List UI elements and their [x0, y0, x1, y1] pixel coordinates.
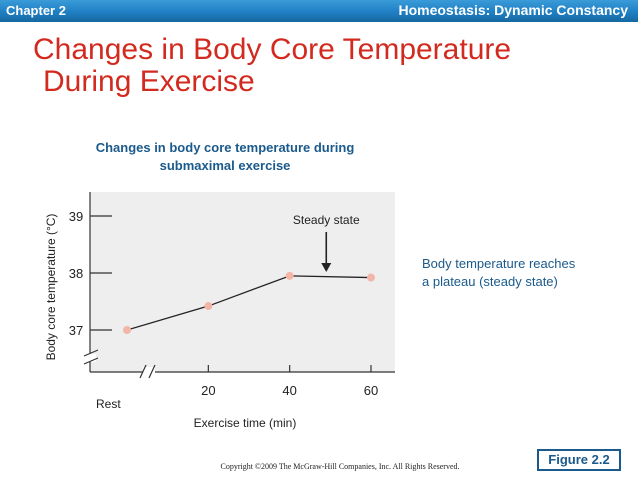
series-lines	[126, 275, 372, 331]
section-label: Homeostasis: Dynamic Constancy	[398, 2, 628, 18]
data-point	[123, 326, 131, 334]
x-break-gap	[143, 367, 155, 377]
data-point	[367, 273, 375, 282]
slide-title: Changes in Body Core Temperature During …	[33, 34, 593, 98]
x-ticks: 20 40 60	[201, 365, 378, 398]
x-tick-label: 60	[364, 383, 378, 398]
x-axis-break	[139, 364, 156, 379]
data-point	[204, 302, 213, 311]
y-axis-label: Body core temperature (°C)	[44, 214, 58, 361]
y-tick-label: 37	[69, 323, 83, 338]
data-point	[285, 271, 294, 280]
plot-background	[90, 192, 395, 372]
header-bar: Chapter 2 Homeostasis: Dynamic Constancy	[0, 0, 638, 22]
copyright-notice: Copyright ©2009 The McGraw-Hill Companie…	[220, 462, 460, 471]
plateau-annotation-line2: a plateau (steady state)	[422, 274, 558, 289]
chart-title: Changes in body core temperature during …	[60, 139, 390, 175]
y-break-slash	[83, 349, 99, 357]
slide-title-line2: During Exercise	[43, 65, 255, 98]
y-axis-break	[83, 349, 99, 365]
x-break-slash	[148, 364, 156, 379]
y-ticks: 37 38 39	[69, 209, 112, 338]
chapter-label: Chapter 2	[6, 3, 66, 18]
chart-title-line1: Changes in body core temperature during	[95, 140, 355, 155]
chart-title-line2: submaximal exercise	[159, 158, 291, 173]
plateau-annotation-line1: Body temperature reaches	[422, 256, 576, 271]
steady-state-label: Steady state	[293, 213, 360, 227]
slide-title-line1: Changes in Body Core Temperature	[33, 33, 512, 66]
y-tick-label: 39	[69, 209, 83, 224]
x-break-slash	[139, 364, 147, 379]
y-break-gap	[84, 354, 96, 362]
x-tick-label: 40	[282, 383, 296, 398]
figure-badge: Figure 2.2	[537, 449, 621, 471]
x-axis-label: Exercise time (min)	[194, 416, 297, 430]
series-line	[126, 275, 372, 331]
steady-state-arrow	[321, 232, 332, 272]
series-points	[123, 271, 375, 334]
x-rest-label: Rest	[96, 397, 121, 411]
y-break-slash	[83, 357, 99, 365]
plateau-annotation: Body temperature reaches a plateau (stea…	[422, 255, 622, 291]
x-tick-label: 20	[201, 383, 215, 398]
arrow-head	[321, 263, 332, 272]
y-tick-label: 38	[69, 266, 83, 281]
